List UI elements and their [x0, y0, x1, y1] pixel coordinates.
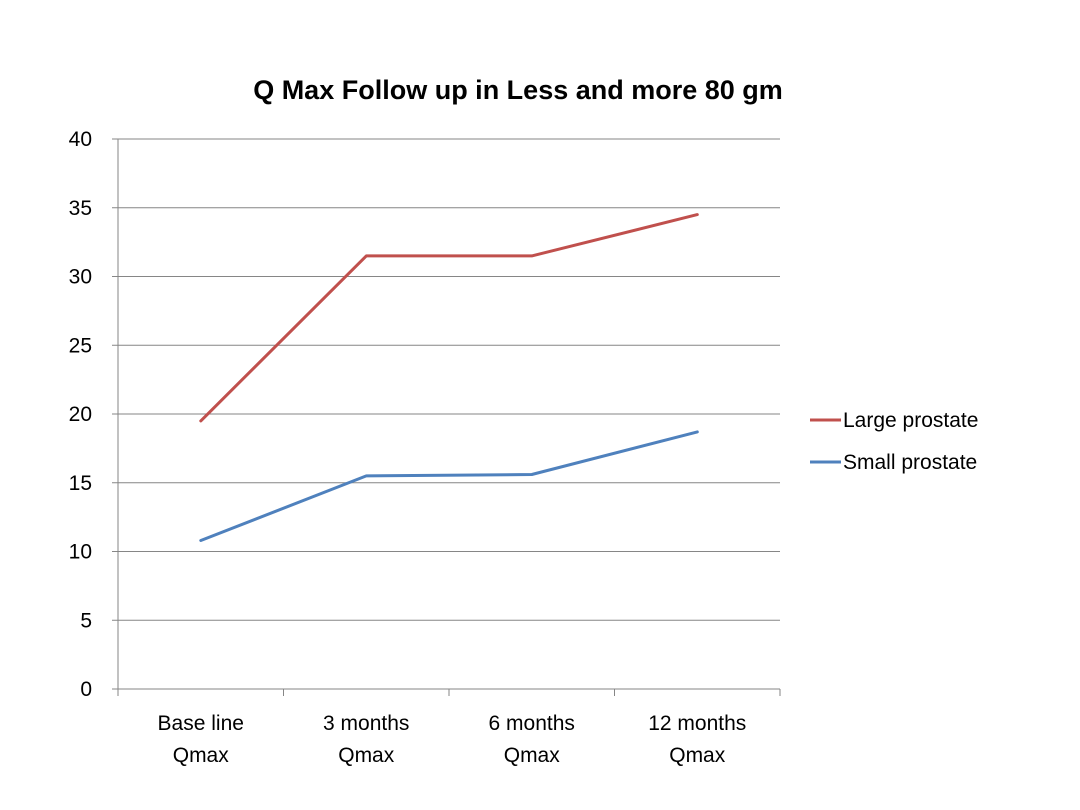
- x-tick-label: 3 months Qmax: [323, 712, 409, 767]
- legend: Large prostate Small prostate: [810, 409, 978, 474]
- series-line-small-prostate: [199, 430, 699, 542]
- legend-item: Large prostate: [810, 409, 978, 432]
- y-tick-label: 20: [69, 403, 92, 426]
- x-tick-label: 12 months Qmax: [648, 712, 746, 767]
- series-line-large-prostate: [199, 213, 699, 423]
- y-tick-label: 25: [69, 334, 92, 357]
- x-tick-label-line: 3 months: [323, 712, 409, 735]
- x-tick-label-line: Qmax: [173, 744, 230, 767]
- y-tick-label: 10: [69, 541, 92, 564]
- series-lines: [199, 213, 699, 542]
- x-tick-label: 6 months Qmax: [489, 712, 575, 767]
- x-tick-label-line: Qmax: [669, 744, 726, 767]
- axes: [112, 138, 781, 696]
- x-tick-label-line: Qmax: [338, 744, 395, 767]
- x-tick-label: Base line Qmax: [158, 712, 244, 767]
- y-axis-tick-labels: 0 5 10 15 20 25 30 35 40: [69, 128, 92, 701]
- y-tick-label: 15: [69, 472, 92, 495]
- x-tick-label-line: 6 months: [489, 712, 575, 735]
- x-tick-label-line: Qmax: [504, 744, 561, 767]
- legend-item: Small prostate: [810, 451, 977, 474]
- y-tick-label: 35: [69, 197, 92, 220]
- y-tick-label: 0: [80, 678, 92, 701]
- chart-title: Q Max Follow up in Less and more 80 gm: [253, 75, 783, 105]
- legend-label: Small prostate: [843, 451, 977, 474]
- y-tick-label: 30: [69, 266, 92, 289]
- x-tick-label-line: Base line: [158, 712, 244, 735]
- gridlines: [118, 138, 780, 621]
- y-tick-label: 5: [80, 609, 92, 632]
- legend-label: Large prostate: [843, 409, 978, 432]
- x-tick-label-line: 12 months: [648, 712, 746, 735]
- y-tick-label: 40: [69, 128, 92, 151]
